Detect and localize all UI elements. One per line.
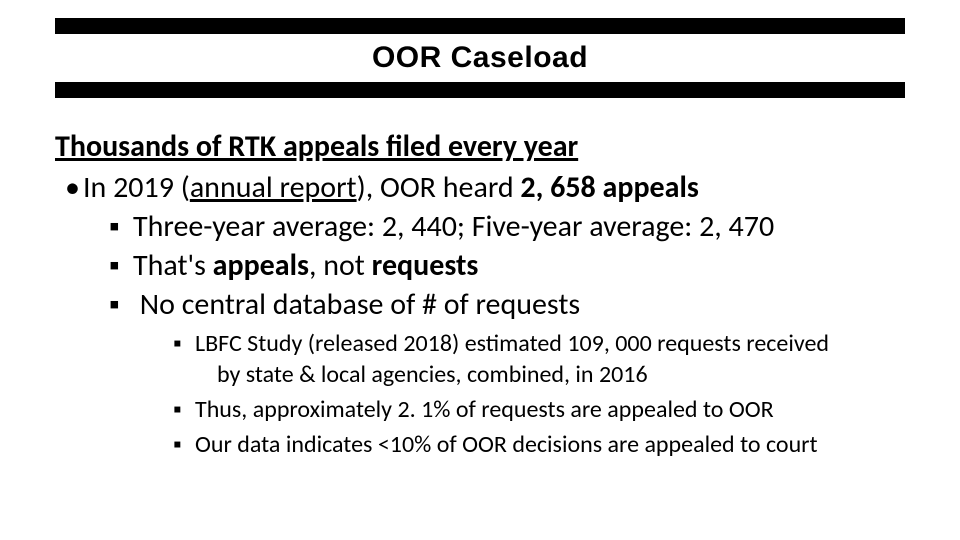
bullet-level2: ▪That's appeals, not requests [55, 246, 905, 285]
content-heading: Thousands of RTK appeals filed every yea… [55, 128, 905, 166]
bullet-level3: ▪Thus, approximately 2. 1% of requests a… [55, 394, 905, 425]
l2-pre: That's [133, 247, 213, 284]
l3-1-line1: Thus, approximately 2. 1% of requests ar… [195, 395, 774, 424]
bullet-square-icon: ▪ [173, 328, 195, 359]
bullet-square-icon: ▪ [109, 207, 133, 246]
bullet-square-icon: ▪ [109, 246, 133, 285]
l1-pre: In 2019 ( [83, 169, 190, 206]
l3-2-line1: Our data indicates <10% of OOR decisions… [195, 430, 818, 459]
title-bar: OOR Caseload [55, 18, 905, 98]
annual-report-link[interactable]: annual report [190, 169, 357, 206]
l3-0-line2: by state & local agencies, combined, in … [217, 360, 648, 389]
bullet-level3-continuation: by state & local agencies, combined, in … [55, 359, 905, 390]
l1-bold: 2, 658 appeals [520, 169, 698, 206]
l2-text-0: Three-year average: 2, 440; Five-year av… [133, 208, 774, 245]
l2-b2: requests [372, 247, 479, 284]
bullet-square-icon: ▪ [173, 394, 195, 425]
l1-post: ), OOR heard [357, 169, 521, 206]
bullet-level1: •In 2019 (annual report), OOR heard 2, 6… [55, 168, 905, 207]
bullet-level3: ▪LBFC Study (released 2018) estimated 10… [55, 328, 905, 359]
bullet-square-icon: ▪ [173, 429, 195, 460]
slide: OOR Caseload Thousands of RTK appeals fi… [0, 0, 960, 540]
l2-text-2: No central database of # of requests [133, 286, 580, 323]
title-inner: OOR Caseload [55, 34, 905, 82]
slide-title: OOR Caseload [372, 41, 588, 75]
bullet-dot-icon: • [65, 168, 83, 207]
l2-b1: appeals [213, 247, 309, 284]
bullet-square-icon: ▪ [109, 285, 133, 324]
bullet-level2: ▪ No central database of # of requests [55, 285, 905, 324]
l3-0-line1: LBFC Study (released 2018) estimated 109… [195, 329, 829, 358]
l2-mid: , not [309, 247, 372, 284]
slide-content: Thousands of RTK appeals filed every yea… [55, 128, 905, 460]
bullet-level3: ▪Our data indicates <10% of OOR decision… [55, 429, 905, 460]
bullet-level2: ▪Three-year average: 2, 440; Five-year a… [55, 207, 905, 246]
